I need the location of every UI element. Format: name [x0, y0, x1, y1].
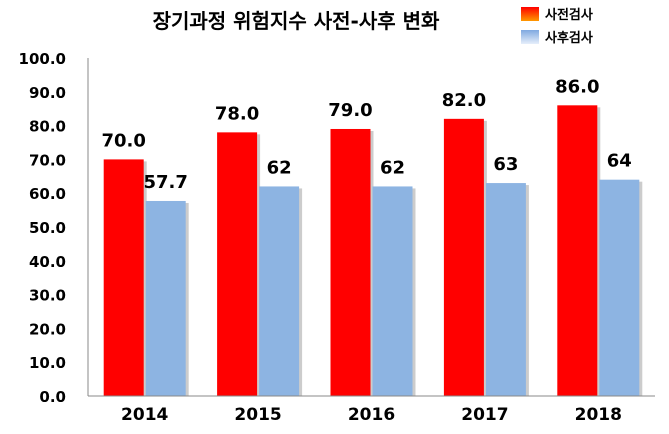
bar-pre [557, 105, 598, 396]
x-tick-label: 2015 [234, 405, 281, 425]
y-tick-label: 80.0 [29, 118, 66, 136]
x-tick-label: 2018 [575, 405, 622, 425]
y-tick-label: 90.0 [29, 84, 66, 102]
legend-label-pre: 사전검사 [545, 7, 593, 23]
legend-swatch-pre [521, 7, 539, 21]
data-label-pre: 78.0 [215, 103, 259, 124]
data-label-post: 64 [607, 151, 632, 172]
bar-post [372, 186, 413, 396]
y-tick-label: 40.0 [29, 253, 66, 271]
bars [103, 105, 643, 397]
y-tick-label: 20.0 [29, 320, 66, 338]
bar-pre [443, 118, 484, 396]
bar-post [145, 200, 186, 396]
y-tick-label: 100.0 [19, 50, 66, 68]
x-tick-label: 2016 [348, 405, 395, 425]
x-axis: 2014 2015 2016 2017 2018 [88, 395, 655, 425]
bar-post [485, 183, 526, 396]
legend: 사전검사 사후검사 [521, 7, 593, 46]
bar-pre [217, 132, 258, 397]
y-tick-label: 50.0 [29, 219, 66, 237]
data-label-post: 62 [380, 157, 405, 178]
y-tick-label: 0.0 [39, 388, 66, 406]
x-tick-label: 2017 [461, 405, 508, 425]
data-label-pre: 86.0 [555, 76, 599, 97]
bar-post [599, 179, 640, 396]
y-tick-label: 60.0 [29, 185, 66, 203]
data-label-post: 62 [267, 157, 292, 178]
y-tick-label: 70.0 [29, 151, 66, 169]
data-label-pre: 79.0 [328, 100, 372, 121]
bar-pre [103, 159, 144, 396]
legend-label-post: 사후검사 [545, 30, 593, 46]
legend-swatch-post [521, 30, 539, 44]
x-tick-label: 2014 [121, 405, 168, 425]
data-labels: 70.0 57.7 78.0 62 79.0 62 82.0 63 86.0 64 [101, 76, 631, 193]
chart-title: 장기과정 위험지수 사전-사후 변화 [153, 9, 440, 33]
y-tick-label: 30.0 [29, 287, 66, 305]
y-axis: 0.0 10.0 20.0 30.0 40.0 50.0 60.0 70.0 80.0 90.0 1… [19, 50, 89, 406]
data-label-post: 63 [493, 154, 518, 175]
data-label-post: 57.7 [143, 172, 187, 193]
bar-pre [330, 128, 371, 397]
data-label-pre: 82.0 [442, 90, 486, 111]
bar-post [259, 186, 300, 396]
y-tick-label: 10.0 [29, 354, 66, 372]
data-label-pre: 70.0 [101, 130, 145, 151]
